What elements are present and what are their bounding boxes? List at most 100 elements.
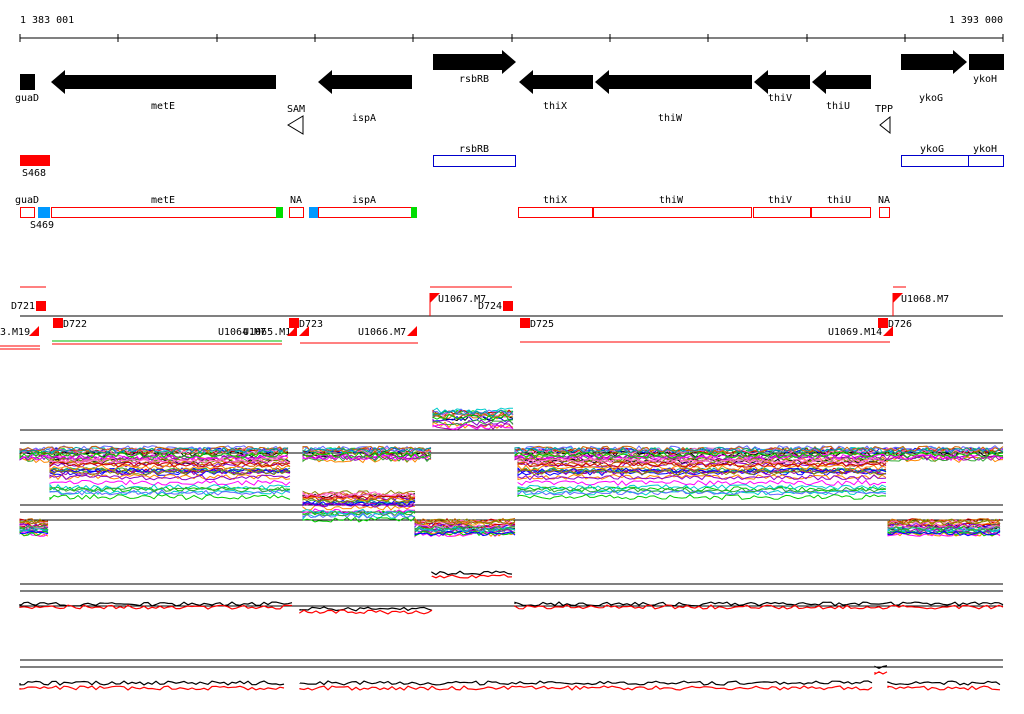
start-marker-ispA [309, 207, 318, 218]
expression-trace [19, 407, 1004, 455]
expression-trace [19, 423, 1004, 462]
gene-label-rsbRB: rsbRB [459, 74, 489, 85]
annotation-label-s468: S468 [22, 168, 46, 179]
segmentation-track: D721 3.M19 D722 U1064.M7 U1065.M14 D723 … [0, 286, 1003, 350]
expression-trace [19, 483, 1001, 533]
expression-panel-4 [19, 659, 1003, 691]
annotation2-label-thiW: thiW [659, 195, 684, 206]
end-marker-metE [276, 207, 283, 218]
expression-trace [19, 409, 1004, 455]
gene-label-ispA: ispA [352, 113, 376, 124]
segment-label-d724: D724 [478, 301, 502, 312]
annotation2-label-ispA: ispA [352, 195, 376, 206]
annotation-ykoH[interactable] [968, 155, 1004, 167]
segment-label-d726: D726 [888, 319, 912, 330]
gene-label-metE: metE [151, 101, 175, 112]
annotation2-thiX[interactable] [518, 207, 593, 218]
annotation-s468[interactable] [20, 155, 50, 166]
gene-label-ykoG: ykoG [919, 93, 943, 104]
expression-panel-3 [19, 570, 1004, 615]
gene-label-thiU: thiU [826, 101, 850, 112]
expression-trace [19, 412, 1004, 453]
expression-trace [19, 665, 1001, 686]
segment-marker-d721[interactable] [36, 301, 46, 311]
annotation2-thiW[interactable] [593, 207, 752, 218]
gene-thiU[interactable] [812, 70, 871, 94]
annotation-row-2: guaD S469 metE NA ispA thiX thiW thiV th… [15, 195, 890, 231]
annotation-row-1: S468 rsbRB ykoG ykoH [20, 144, 1004, 179]
riboswitch-tpp-icon[interactable] [879, 115, 891, 135]
annotation2-label-thiX: thiX [543, 195, 567, 206]
expression-trace [19, 412, 1004, 455]
start-coordinate: 1 383 001 [20, 15, 74, 26]
segment-marker-d725[interactable] [520, 318, 530, 328]
end-marker-ispA [411, 207, 417, 218]
annotation2-thiV[interactable] [753, 207, 811, 218]
expression-trace [19, 486, 1001, 532]
annotation2-thiU[interactable] [811, 207, 871, 218]
segment-label-d721: D721 [11, 301, 35, 312]
end-coordinate: 1 393 000 [949, 15, 1003, 26]
riboswitch-sam-icon[interactable] [287, 115, 304, 135]
gene-label-thiW: thiW [658, 113, 683, 124]
gene-track: guaD metE SAM ispA rsbRB thiX thiW thiV … [15, 50, 1004, 135]
expression-trace [19, 408, 1004, 453]
expression-trace [19, 411, 1004, 458]
gene-thiX[interactable] [519, 70, 593, 94]
expression-panel-2 [19, 457, 1003, 538]
ruler-ticks [19, 34, 1004, 42]
segment-marker-d723[interactable] [289, 318, 299, 328]
expression-trace [19, 413, 1004, 460]
gene-label-TPP: TPP [875, 104, 893, 115]
expression-trace [19, 474, 1001, 530]
segment-label-u1067: U1067.M7 [438, 294, 486, 305]
segment-label-u1068: U1068.M7 [901, 294, 949, 305]
annotation2-label-thiV: thiV [768, 195, 792, 206]
annotation2-na-1[interactable] [289, 207, 304, 218]
gene-label-guaD: guaD [15, 93, 39, 104]
segment-marker-d724[interactable] [503, 301, 513, 311]
start-marker-s469[interactable] [38, 207, 50, 218]
gene-ykoH[interactable] [969, 54, 1004, 70]
expression-trace [19, 457, 1001, 530]
segment-marker-d726[interactable] [878, 318, 888, 328]
annotation2-label-thiU: thiU [827, 195, 851, 206]
gene-thiV[interactable] [754, 70, 810, 94]
gene-label-SAM: SAM [287, 104, 305, 115]
annotation2-guaD[interactable] [20, 207, 35, 218]
annotation-ykoG[interactable] [901, 155, 969, 167]
gene-guaD[interactable] [20, 74, 35, 90]
gene-thiW[interactable] [595, 70, 752, 94]
annotation2-label-na-2: NA [878, 195, 890, 206]
annotation2-label-na-1: NA [290, 195, 302, 206]
annotation2-ispA[interactable] [318, 207, 413, 218]
annotation-rsbRB[interactable] [433, 155, 516, 167]
gene-ispA[interactable] [318, 70, 412, 94]
annotation-label-ykoG: ykoG [920, 144, 944, 155]
annotation2-label-metE: metE [151, 195, 175, 206]
annotation-label-rsbRB: rsbRB [459, 144, 489, 155]
expression-trace [19, 570, 1004, 612]
annotation-label-ykoH: ykoH [973, 144, 997, 155]
segment-label-u1069: U1069.M14 [828, 327, 882, 338]
gene-ykoG[interactable] [901, 50, 967, 74]
segment-marker-d722[interactable] [53, 318, 63, 328]
segment-label-u1066: U1066.M7 [358, 327, 406, 338]
segment-label-u1064: U1064.M7 [218, 327, 266, 338]
gene-label-thiV: thiV [768, 93, 792, 104]
annotation2-na-2[interactable] [879, 207, 890, 218]
expression-trace [19, 573, 1004, 615]
segment-label-3m19: 3.M19 [0, 327, 30, 338]
gene-metE[interactable] [51, 70, 276, 94]
segment-label-u1065: U1065.M14 [243, 327, 297, 338]
segment-label-d725: D725 [530, 319, 554, 330]
expression-trace [19, 671, 1001, 691]
gene-label-thiX: thiX [543, 101, 567, 112]
segment-label-d723: D723 [299, 319, 323, 330]
annotation2-metE[interactable] [51, 207, 278, 218]
expression-trace [19, 479, 1001, 538]
annotation2-label-s469: S469 [30, 220, 54, 231]
segment-label-d722: D722 [63, 319, 87, 330]
gene-rsbRB[interactable] [433, 50, 516, 74]
